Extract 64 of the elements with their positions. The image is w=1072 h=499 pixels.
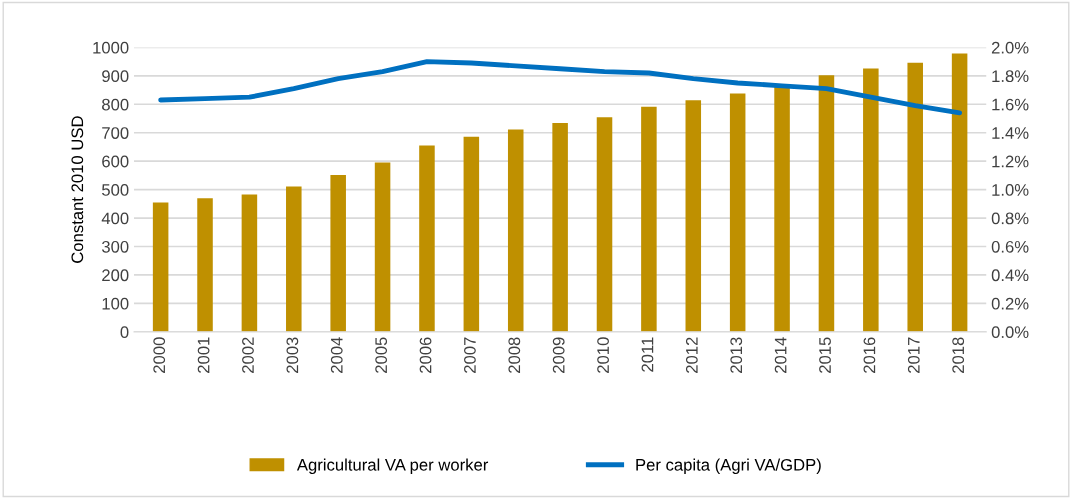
y2-tick-label: 1.6%	[992, 98, 1029, 111]
y-tick-label: 900	[102, 70, 129, 83]
y-tick-label: 800	[102, 98, 129, 111]
x-tick-label: 2006	[419, 337, 432, 373]
y2-tick-label: 0.6%	[991, 240, 1029, 253]
y2-tick-label: 0.8%	[991, 212, 1029, 225]
x-tick-label: 2011	[641, 337, 654, 372]
y-tick-label: 700	[102, 127, 129, 139]
bar	[286, 186, 302, 332]
x-tick-label: 2017	[907, 337, 920, 373]
bar	[685, 100, 702, 332]
x-tick-label: 2014	[774, 337, 787, 373]
x-tick-label: 2010	[597, 337, 609, 373]
y2-tick-label: 0.2%	[991, 297, 1029, 310]
bar	[774, 86, 790, 332]
x-tick-label: 2001	[197, 337, 210, 373]
x-tick-label: 2013	[730, 337, 743, 373]
bar	[507, 129, 524, 332]
x-tick-label: 2007	[464, 337, 476, 373]
bar	[907, 62, 923, 332]
x-tick-label: 2005	[375, 337, 388, 373]
x-tick-label: 2015	[819, 337, 831, 373]
bar	[330, 175, 346, 332]
x-tick-label: 2008	[508, 337, 521, 373]
x-tick-label: 2002	[242, 337, 254, 373]
bar	[552, 123, 568, 332]
y2-tick-label: 1.0%	[992, 184, 1029, 196]
y-tick-label: 200	[102, 269, 129, 282]
bar	[818, 75, 835, 332]
y2-tick-label: 1.8%	[992, 70, 1029, 83]
bar	[463, 136, 480, 332]
legend-label: Agricultural VA per worker	[296, 458, 489, 475]
bar	[419, 145, 435, 332]
y-tick-label: 300	[101, 240, 129, 253]
y2-tick-label: 0.0%	[991, 326, 1029, 339]
y-tick-label: 500	[102, 184, 129, 196]
y-axis-title: Constant 2010 USD	[71, 116, 84, 263]
bar	[951, 53, 968, 332]
bar	[152, 202, 169, 332]
y-tick-label: 0	[120, 326, 129, 339]
y-tick-label: 400	[101, 212, 129, 225]
x-tick-label: 2009	[552, 337, 565, 373]
legend-label: Per capita (Agri VA/GDP)	[636, 458, 821, 475]
bar	[641, 106, 657, 332]
bar	[374, 162, 391, 332]
x-tick-label: 2016	[863, 337, 876, 373]
bar	[863, 68, 879, 332]
y2-tick-label: 0.4%	[991, 269, 1029, 282]
y-tick-label: 100	[102, 297, 129, 310]
y2-tick-label: 1.2%	[992, 155, 1029, 168]
x-tick-label: 2018	[952, 337, 965, 373]
bar	[596, 117, 613, 332]
x-tick-label: 2000	[153, 337, 166, 373]
y-tick-label: 600	[102, 155, 129, 168]
line-series	[158, 59, 963, 116]
x-tick-label: 2003	[286, 337, 299, 373]
y-tick-label: 1000	[93, 41, 129, 54]
bar	[197, 198, 213, 332]
bar	[241, 194, 258, 332]
y2-tick-label: 1.4%	[992, 127, 1029, 139]
bar	[729, 93, 746, 332]
y2-tick-label: 2.0%	[991, 41, 1029, 54]
x-tick-label: 2004	[330, 337, 343, 373]
x-tick-label: 2012	[685, 337, 698, 373]
